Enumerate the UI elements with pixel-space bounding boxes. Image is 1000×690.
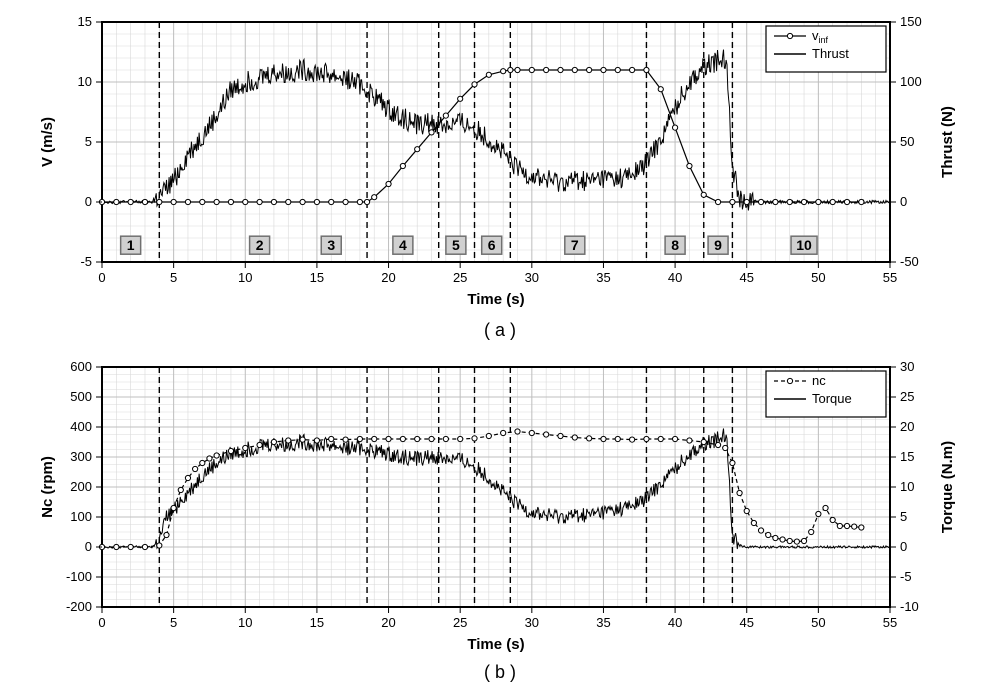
svg-text:-5: -5 <box>80 254 92 269</box>
svg-text:40: 40 <box>668 270 682 285</box>
svg-text:50: 50 <box>811 270 825 285</box>
svg-text:25: 25 <box>453 615 467 630</box>
svg-text:50: 50 <box>900 134 914 149</box>
svg-text:15: 15 <box>900 449 914 464</box>
svg-text:5: 5 <box>900 509 907 524</box>
svg-text:100: 100 <box>900 74 922 89</box>
svg-text:Torque: Torque <box>812 391 852 406</box>
svg-text:5: 5 <box>170 270 177 285</box>
page-root: { "figure": { "width_px": 1000, "height_… <box>0 0 1000 690</box>
svg-text:10: 10 <box>238 615 252 630</box>
svg-text:20: 20 <box>381 615 395 630</box>
svg-text:55: 55 <box>883 615 897 630</box>
svg-text:30: 30 <box>525 270 539 285</box>
svg-text:400: 400 <box>70 419 92 434</box>
svg-text:-5: -5 <box>900 569 912 584</box>
chart-a: 123456789100510152025303540455055-505101… <box>30 10 970 310</box>
svg-text:Torque (N.m): Torque (N.m) <box>939 441 956 533</box>
svg-text:Nc (rpm): Nc (rpm) <box>39 456 56 518</box>
svg-text:10: 10 <box>900 479 914 494</box>
svg-text:Time (s): Time (s) <box>467 636 524 653</box>
svg-text:35: 35 <box>596 270 610 285</box>
svg-text:15: 15 <box>310 615 324 630</box>
svg-text:10: 10 <box>78 74 92 89</box>
svg-text:4: 4 <box>399 237 407 253</box>
svg-text:5: 5 <box>85 134 92 149</box>
caption-a: ( a ) <box>0 320 1000 341</box>
svg-text:30: 30 <box>900 359 914 374</box>
svg-text:40: 40 <box>668 615 682 630</box>
svg-text:10: 10 <box>796 237 812 253</box>
svg-text:300: 300 <box>70 449 92 464</box>
svg-text:Thrust: Thrust <box>812 46 849 61</box>
svg-text:Time (s): Time (s) <box>467 291 524 308</box>
svg-text:5: 5 <box>170 615 177 630</box>
svg-text:-100: -100 <box>66 569 92 584</box>
svg-text:1: 1 <box>127 237 135 253</box>
svg-text:7: 7 <box>571 237 579 253</box>
svg-text:0: 0 <box>98 615 105 630</box>
svg-text:0: 0 <box>900 194 907 209</box>
svg-text:0: 0 <box>85 194 92 209</box>
svg-text:6: 6 <box>488 237 496 253</box>
svg-text:3: 3 <box>327 237 335 253</box>
svg-text:200: 200 <box>70 479 92 494</box>
svg-text:-50: -50 <box>900 254 919 269</box>
svg-text:10: 10 <box>238 270 252 285</box>
svg-text:100: 100 <box>70 509 92 524</box>
svg-text:150: 150 <box>900 14 922 29</box>
svg-text:20: 20 <box>381 270 395 285</box>
svg-text:0: 0 <box>85 539 92 554</box>
panel-a: 123456789100510152025303540455055-505101… <box>30 10 970 310</box>
svg-text:20: 20 <box>900 419 914 434</box>
svg-text:25: 25 <box>900 389 914 404</box>
svg-text:5: 5 <box>452 237 460 253</box>
svg-text:8: 8 <box>671 237 679 253</box>
svg-text:45: 45 <box>739 615 753 630</box>
svg-text:30: 30 <box>525 615 539 630</box>
svg-text:500: 500 <box>70 389 92 404</box>
svg-text:15: 15 <box>310 270 324 285</box>
svg-text:2: 2 <box>256 237 264 253</box>
svg-text:-10: -10 <box>900 599 919 614</box>
svg-text:Thrust (N): Thrust (N) <box>939 106 956 178</box>
svg-text:600: 600 <box>70 359 92 374</box>
svg-text:50: 50 <box>811 615 825 630</box>
svg-text:35: 35 <box>596 615 610 630</box>
svg-text:25: 25 <box>453 270 467 285</box>
svg-text:9: 9 <box>714 237 722 253</box>
panel-b: 0510152025303540455055-200-1000100200300… <box>30 355 970 655</box>
svg-text:15: 15 <box>78 14 92 29</box>
svg-text:55: 55 <box>883 270 897 285</box>
svg-text:0: 0 <box>98 270 105 285</box>
svg-text:nc: nc <box>812 373 826 388</box>
svg-text:-200: -200 <box>66 599 92 614</box>
svg-text:V (m/s): V (m/s) <box>39 117 56 167</box>
svg-text:0: 0 <box>900 539 907 554</box>
chart-b: 0510152025303540455055-200-1000100200300… <box>30 355 970 655</box>
caption-b: ( b ) <box>0 662 1000 683</box>
svg-text:45: 45 <box>739 270 753 285</box>
